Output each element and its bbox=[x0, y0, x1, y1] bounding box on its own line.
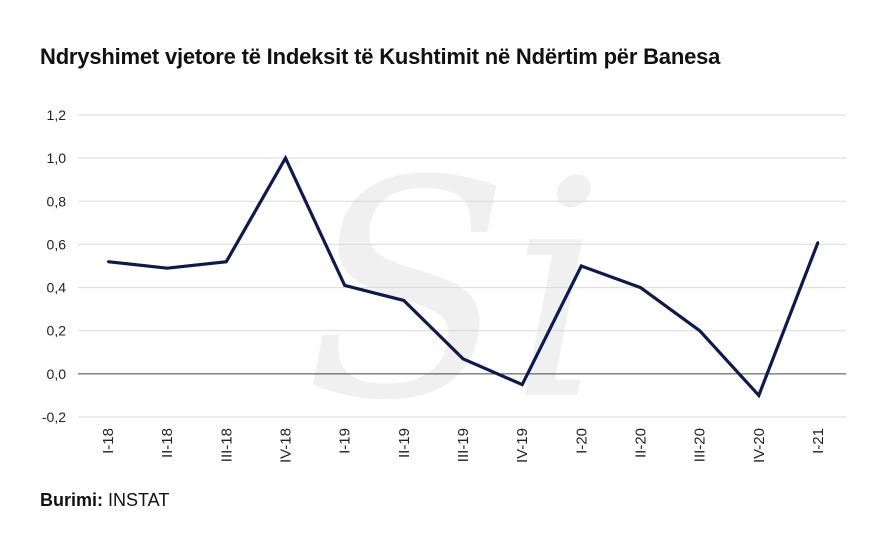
x-tick-label: III-19 bbox=[455, 428, 472, 462]
x-tick-label: IV-20 bbox=[751, 428, 768, 463]
x-tick-label: IV-18 bbox=[278, 428, 295, 463]
data-point bbox=[165, 266, 169, 270]
y-tick-label: 1,2 bbox=[47, 107, 67, 123]
data-point bbox=[225, 260, 228, 263]
data-point bbox=[520, 383, 524, 386]
data-point bbox=[402, 299, 406, 302]
x-tick-label: II-19 bbox=[396, 428, 413, 458]
data-point bbox=[639, 286, 642, 289]
source-value: INSTAT bbox=[108, 490, 170, 510]
series-layer bbox=[106, 154, 820, 399]
data-point bbox=[461, 357, 465, 360]
y-tick-label: 0,2 bbox=[47, 323, 67, 339]
watermark-logo: Si bbox=[304, 117, 605, 466]
y-tick-label: 0,6 bbox=[47, 236, 67, 252]
data-point bbox=[284, 156, 287, 160]
y-tick-label: 0,0 bbox=[47, 366, 67, 382]
gridlines bbox=[78, 114, 846, 418]
x-tick-label: I-20 bbox=[573, 428, 590, 454]
x-tick-label: I-18 bbox=[100, 428, 117, 454]
data-point bbox=[698, 329, 701, 332]
y-axis-ticks: -0,2 0,0 0,2 0,4 0,6 0,8 1,0 1,2 bbox=[42, 107, 66, 425]
x-tick-label: III-20 bbox=[692, 428, 709, 462]
y-tick-label: -0,2 bbox=[42, 409, 66, 425]
data-point bbox=[816, 241, 820, 244]
chart-title: Ndryshimet vjetore të Indeksit të Kushti… bbox=[40, 44, 721, 69]
x-tick-label: II-18 bbox=[159, 428, 176, 458]
source-note: Burimi: INSTAT bbox=[40, 490, 169, 511]
data-point bbox=[343, 284, 346, 287]
data-point bbox=[580, 264, 583, 268]
x-tick-label: III-18 bbox=[218, 428, 235, 462]
y-tick-label: 0,8 bbox=[47, 193, 67, 209]
x-axis-ticks: I-18 II-18 III-18 IV-18 I-19 II-19 III-19 IV-19… bbox=[100, 428, 827, 463]
x-tick-label: I-21 bbox=[810, 428, 827, 454]
x-tick-label: IV-19 bbox=[514, 428, 531, 463]
source-label: Burimi: bbox=[40, 490, 103, 510]
y-tick-label: 0,4 bbox=[47, 280, 67, 296]
data-point bbox=[106, 260, 110, 263]
data-point bbox=[757, 394, 761, 397]
x-tick-label: II-20 bbox=[633, 428, 650, 458]
x-tick-label: I-19 bbox=[337, 428, 354, 454]
y-tick-label: 1,0 bbox=[47, 150, 67, 166]
